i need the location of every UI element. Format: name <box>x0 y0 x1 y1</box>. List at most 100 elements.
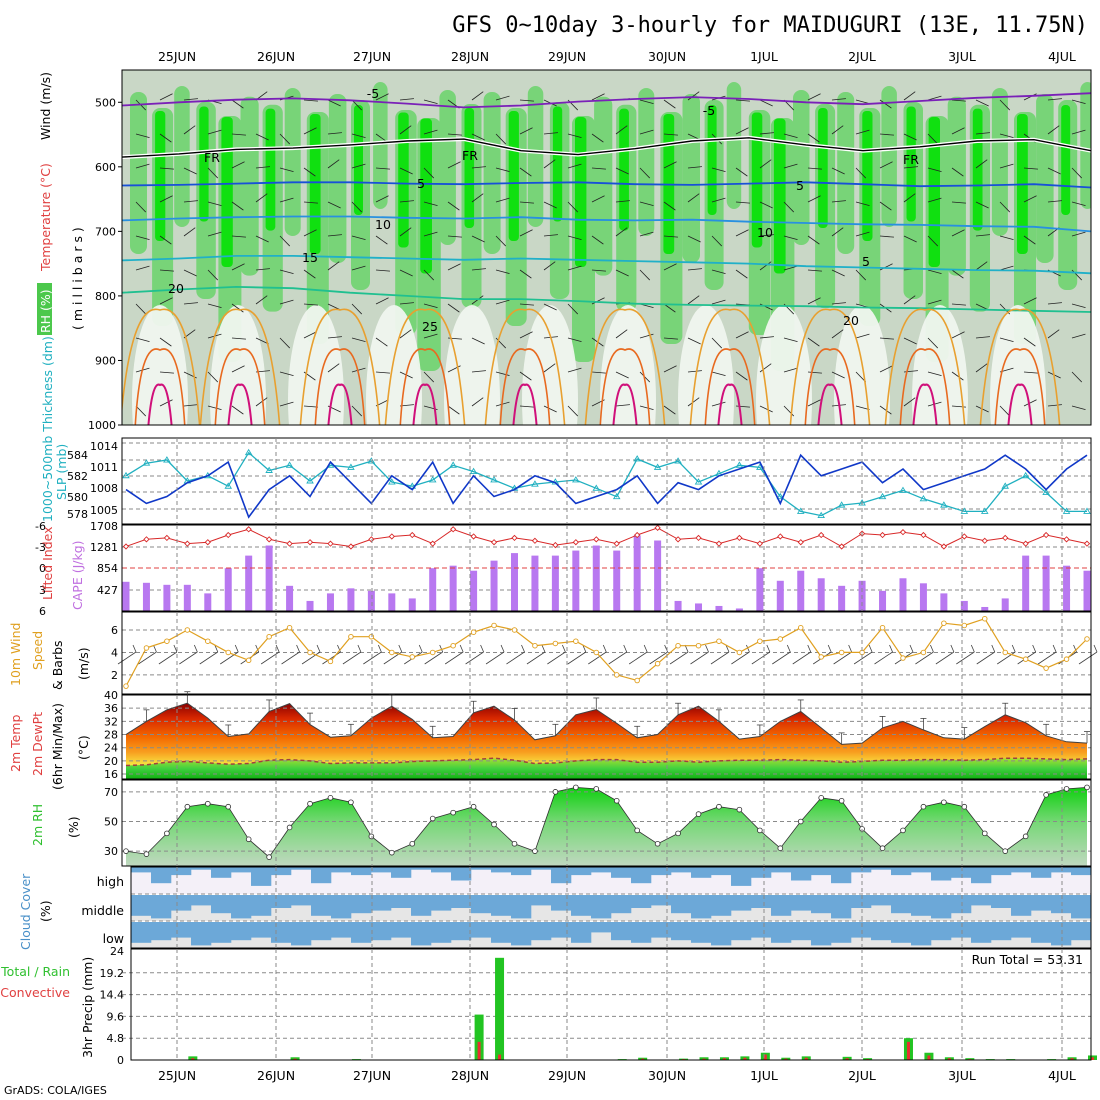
wind-barb <box>207 269 219 281</box>
cloud-bar <box>831 895 852 919</box>
wind-tick-label: 6 <box>111 624 118 637</box>
wind10-point <box>511 627 518 633</box>
thickness-point <box>899 486 907 493</box>
rh-cell <box>793 90 810 245</box>
wind-barb <box>710 651 730 665</box>
rh-cell <box>575 117 587 267</box>
wind-barb <box>279 235 291 247</box>
wind-barb <box>663 161 677 169</box>
cloud-bar <box>911 895 932 916</box>
wind10-point <box>777 636 784 642</box>
thickness-point <box>469 467 478 475</box>
precip-conv-bar <box>722 1058 726 1060</box>
cape-bar <box>715 605 723 611</box>
wind10-point <box>1002 649 1008 656</box>
wind-barb <box>135 265 150 271</box>
slp-thickness-panel: 1014 1011 1008 1005 584 582 580 578 1000~500mb … <box>40 336 1092 525</box>
wind-barb-flag <box>827 644 832 653</box>
isotherm-label: 10 <box>757 225 773 240</box>
wind-axis: 6 4 2 <box>111 624 118 682</box>
rh-cell <box>174 86 190 227</box>
wind-barb <box>1071 405 1086 410</box>
thickness-point <box>388 478 396 485</box>
cloud-bar <box>151 867 172 884</box>
cloud-bar <box>791 922 812 941</box>
rh-cell <box>508 111 519 241</box>
rh-cell <box>1080 82 1091 209</box>
rh-cell <box>284 88 301 236</box>
wind-barb <box>759 261 772 271</box>
rh2m-point <box>164 830 170 837</box>
rh2m-point <box>389 849 395 856</box>
wind-barb <box>711 167 726 172</box>
thickness-point <box>531 480 539 487</box>
wind10-point <box>613 672 620 678</box>
thickness-tick-label: 582 <box>67 470 88 483</box>
lifted-index-point <box>634 531 641 539</box>
x-tick-label: 1JUL <box>750 1068 778 1083</box>
cloud-bar <box>471 895 492 914</box>
isotherm-25-arch <box>689 308 771 425</box>
rh-dry-cell <box>444 305 500 425</box>
wind-barb <box>327 99 341 107</box>
wind-barb <box>279 167 294 172</box>
wind-barb-flag <box>930 644 934 653</box>
lifted-index-point <box>306 539 314 546</box>
wind-barb <box>999 265 1014 271</box>
wind10-point <box>1022 656 1029 662</box>
wind-barb <box>519 405 534 408</box>
wind-barb <box>279 337 291 349</box>
wind-barb <box>879 337 894 340</box>
y-tick-label: 900 <box>95 354 116 367</box>
wind-barb <box>543 234 558 237</box>
rh2m-point <box>1084 784 1090 791</box>
wind-barb <box>711 197 726 203</box>
cloud-bar <box>651 867 672 876</box>
wind-barb <box>783 265 798 271</box>
cloud-bar <box>731 922 752 941</box>
isotherm-label: 5 <box>862 254 870 269</box>
cape-label-li: Lifted Index <box>40 526 55 600</box>
wind-barb <box>207 371 219 383</box>
wind-barb <box>183 227 196 237</box>
wind-barb-flag <box>214 644 219 653</box>
wind-barb <box>751 651 771 665</box>
wind-barb <box>279 197 294 203</box>
wind-barb <box>159 337 172 347</box>
wind-barbs-upper <box>135 91 1086 417</box>
isotherm-35-arch <box>227 383 253 425</box>
x-tick-label: 4JUL <box>1048 1068 1076 1083</box>
cloud-bar <box>491 895 512 916</box>
wind-barb <box>639 333 654 339</box>
cloud-bar <box>271 895 292 908</box>
wind-barb <box>951 303 966 306</box>
cloud-bar <box>931 895 952 919</box>
wind-barb <box>567 133 582 138</box>
wind-barb <box>833 651 852 665</box>
cape-bar <box>592 545 600 611</box>
cloud-bar <box>191 867 212 870</box>
precip-conv-bar <box>702 1058 706 1060</box>
thickness-point <box>940 501 948 508</box>
wind-barb <box>519 99 534 102</box>
wind-barb <box>322 651 341 665</box>
cape-bar <box>654 540 662 611</box>
rh-cell <box>862 111 873 241</box>
lifted-index-point <box>879 531 886 539</box>
wind-barb <box>399 125 412 135</box>
wind10-point <box>552 640 559 647</box>
wind-barb <box>687 166 702 169</box>
precip-conv-bar <box>804 1057 808 1060</box>
thickness-point <box>572 476 580 483</box>
wind-barb <box>807 269 822 272</box>
cloud-bar <box>811 922 832 946</box>
wind-barb <box>303 99 318 102</box>
cloud-bar <box>411 867 432 870</box>
rh2m-point <box>491 821 497 828</box>
wind-barb <box>506 651 525 665</box>
wind-barb <box>183 125 196 135</box>
cloud-bar <box>411 922 432 946</box>
lifted-index-point <box>1002 534 1009 542</box>
wind-barb <box>807 371 822 374</box>
wind-barb <box>207 405 222 410</box>
